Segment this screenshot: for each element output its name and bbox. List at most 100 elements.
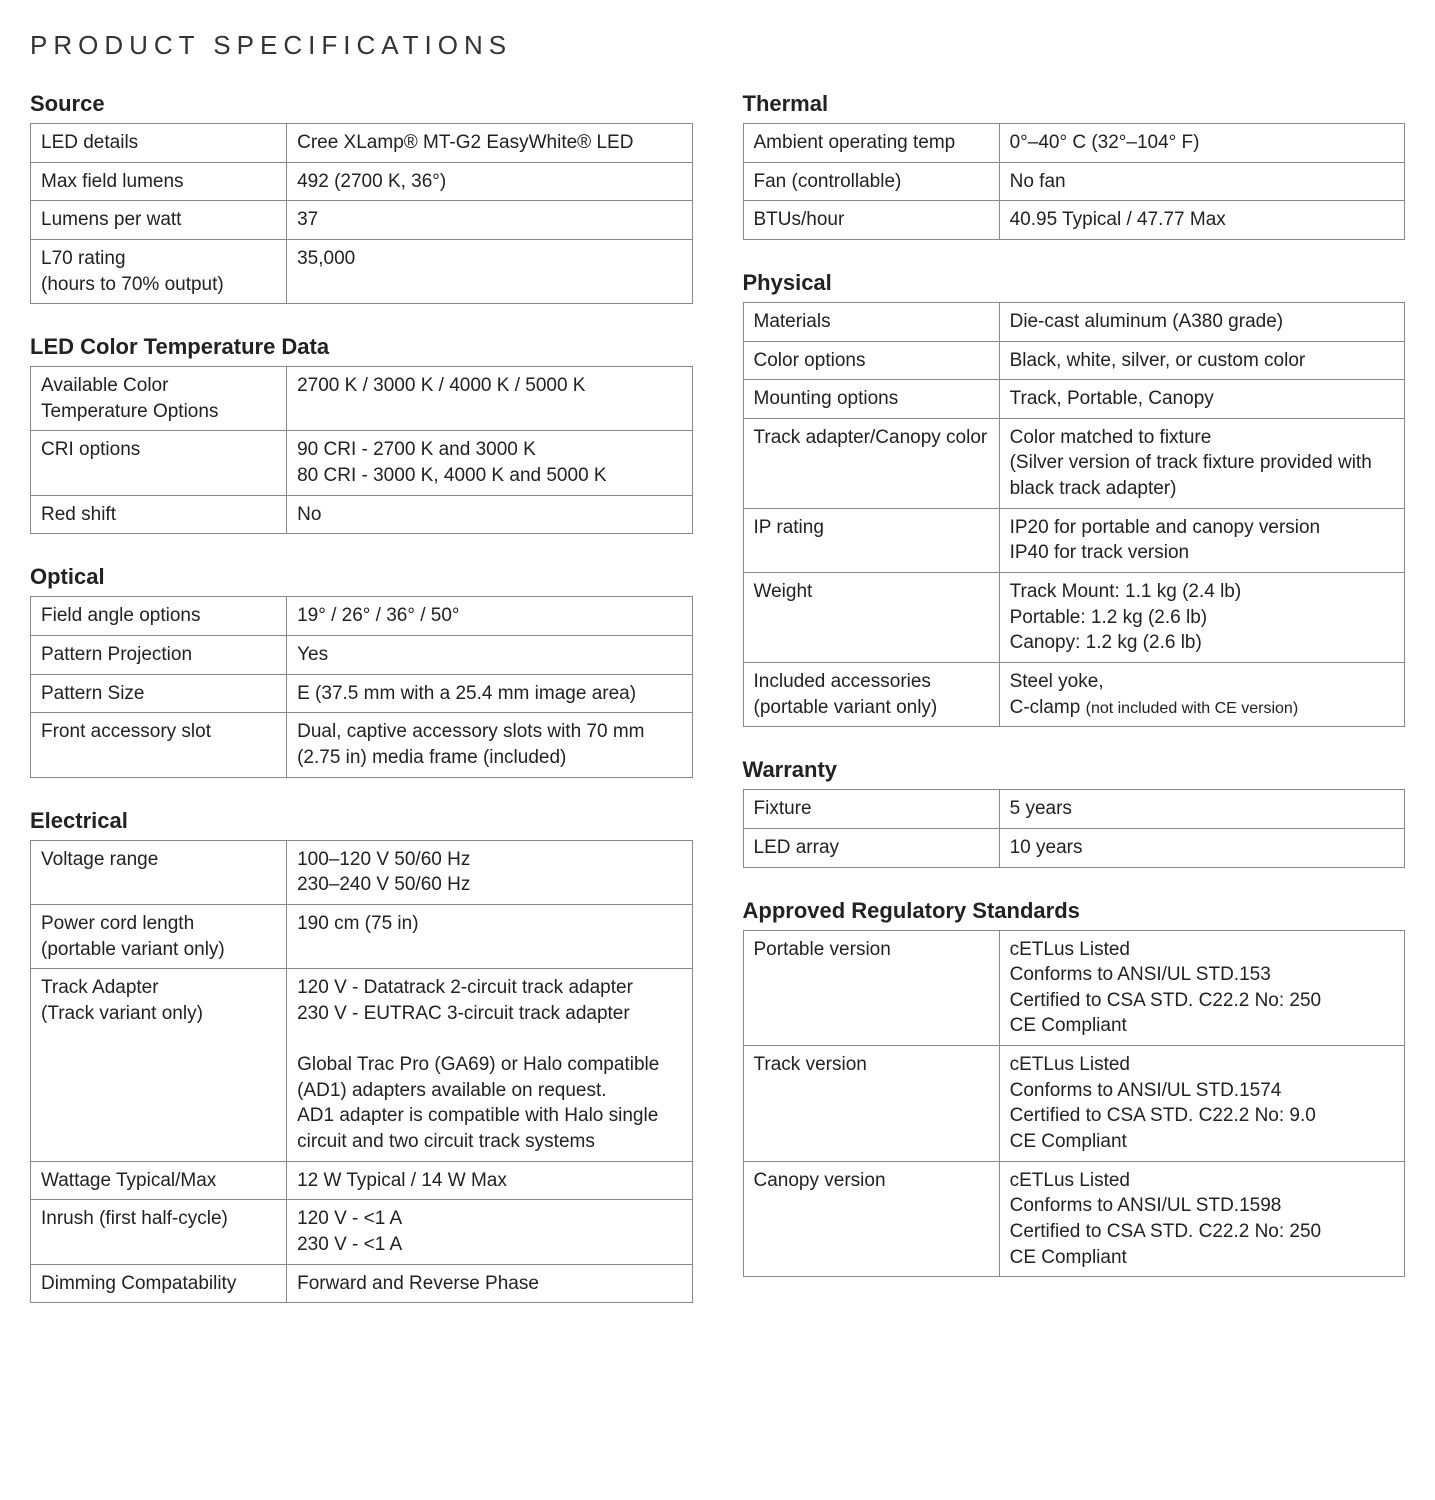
spec-label: Track version xyxy=(743,1046,999,1162)
spec-label: CRI options xyxy=(31,431,287,495)
spec-label: Lumens per watt xyxy=(31,201,287,240)
table-row: Inrush (first half-cycle)120 V - <1 A230… xyxy=(31,1200,693,1264)
spec-label: BTUs/hour xyxy=(743,201,999,240)
left-section-3: ElectricalVoltage range100–120 V 50/60 H… xyxy=(30,808,693,1304)
spec-value: No xyxy=(287,495,692,534)
spec-value: Yes xyxy=(287,636,692,675)
spec-label: Pattern Size xyxy=(31,674,287,713)
spec-value: 190 cm (75 in) xyxy=(287,904,692,968)
spec-value: 19° / 26° / 36° / 50° xyxy=(287,597,692,636)
spec-value: Color matched to fixture(Silver version … xyxy=(999,418,1404,508)
spec-value: Steel yoke,C-clamp (not included with CE… xyxy=(999,662,1404,726)
spec-label: IP rating xyxy=(743,508,999,572)
left-section-0: Source LED detailsCree XLamp® MT-G2 EasyW… xyxy=(30,91,693,304)
spec-label: L70 rating(hours to 70% output) xyxy=(31,239,287,303)
spec-label: Mounting options xyxy=(743,380,999,419)
spec-label: LED details xyxy=(31,124,287,163)
spec-table: Ambient operating temp0°–40° C (32°–104°… xyxy=(743,123,1406,240)
spec-label: Portable version xyxy=(743,930,999,1046)
spec-label: Inrush (first half-cycle) xyxy=(31,1200,287,1264)
table-row: Fixture5 years xyxy=(743,790,1405,829)
spec-label: Fan (controllable) xyxy=(743,162,999,201)
spec-label: Track Adapter(Track variant only) xyxy=(31,969,287,1161)
spec-label: Dimming Compatability xyxy=(31,1264,287,1303)
spec-value: IP20 for portable and canopy versionIP40… xyxy=(999,508,1404,572)
section-heading: Physical xyxy=(743,270,1406,296)
spec-value: 10 years xyxy=(999,828,1404,867)
spec-value: cETLus ListedConforms to ANSI/UL STD.157… xyxy=(999,1046,1404,1162)
spec-value: 12 W Typical / 14 W Max xyxy=(287,1161,692,1200)
table-row: WeightTrack Mount: 1.1 kg (2.4 lb)Portab… xyxy=(743,573,1405,663)
page-title: PRODUCT SPECIFICATIONS xyxy=(30,30,1405,61)
spec-value: 0°–40° C (32°–104° F) xyxy=(999,124,1404,163)
spec-value: E (37.5 mm with a 25.4 mm image area) xyxy=(287,674,692,713)
spec-table: Available ColorTemperature Options2700 K… xyxy=(30,366,693,534)
spec-table: Voltage range100–120 V 50/60 Hz230–240 V… xyxy=(30,840,693,1304)
left-column: Source LED detailsCree XLamp® MT-G2 EasyW… xyxy=(30,91,693,1333)
table-row: Mounting optionsTrack, Portable, Canopy xyxy=(743,380,1405,419)
section-heading: Thermal xyxy=(743,91,1406,117)
right-section-0: Thermal Ambient operating temp0°–40° C (3… xyxy=(743,91,1406,240)
spec-label: Max field lumens xyxy=(31,162,287,201)
left-section-2: OpticalField angle options19° / 26° / 36… xyxy=(30,564,693,777)
spec-value: Forward and Reverse Phase xyxy=(287,1264,692,1303)
spec-value: 120 V - Datatrack 2-circuit track adapte… xyxy=(287,969,692,1161)
spec-label: Front accessory slot xyxy=(31,713,287,777)
spec-label: Weight xyxy=(743,573,999,663)
table-row: Red shiftNo xyxy=(31,495,693,534)
spec-value: Track Mount: 1.1 kg (2.4 lb)Portable: 1.… xyxy=(999,573,1404,663)
table-row: Pattern SizeE (37.5 mm with a 25.4 mm im… xyxy=(31,674,693,713)
spec-label: Wattage Typical/Max xyxy=(31,1161,287,1200)
spec-label: Track adapter/Canopy color xyxy=(743,418,999,508)
table-row: Lumens per watt37 xyxy=(31,201,693,240)
spec-label: Voltage range xyxy=(31,840,287,904)
spec-value: Dual, captive accessory slots with 70 mm… xyxy=(287,713,692,777)
table-row: Power cord length(portable variant only)… xyxy=(31,904,693,968)
spec-label: Color options xyxy=(743,341,999,380)
table-row: Available ColorTemperature Options2700 K… xyxy=(31,367,693,431)
right-section-3: Approved Regulatory Standards Portable ve… xyxy=(743,898,1406,1278)
spec-table: MaterialsDie-cast aluminum (A380 grade)C… xyxy=(743,302,1406,727)
right-section-1: Physical MaterialsDie-cast aluminum (A380… xyxy=(743,270,1406,727)
spec-value: cETLus ListedConforms to ANSI/UL STD.159… xyxy=(999,1161,1404,1277)
spec-value: 35,000 xyxy=(287,239,692,303)
spec-label: Available ColorTemperature Options xyxy=(31,367,287,431)
spec-value: Track, Portable, Canopy xyxy=(999,380,1404,419)
spec-label: LED array xyxy=(743,828,999,867)
table-row: Field angle options19° / 26° / 36° / 50° xyxy=(31,597,693,636)
table-row: Included accessories(portable variant on… xyxy=(743,662,1405,726)
section-heading: LED Color Temperature Data xyxy=(30,334,693,360)
spec-value: cETLus ListedConforms to ANSI/UL STD.153… xyxy=(999,930,1404,1046)
table-row: Max field lumens492 (2700 K, 36°) xyxy=(31,162,693,201)
table-row: Ambient operating temp0°–40° C (32°–104°… xyxy=(743,124,1405,163)
spec-label: Fixture xyxy=(743,790,999,829)
section-heading: Warranty xyxy=(743,757,1406,783)
table-row: LED detailsCree XLamp® MT-G2 EasyWhite® … xyxy=(31,124,693,163)
spec-table: Fixture5 yearsLED array10 years xyxy=(743,789,1406,867)
table-row: Pattern ProjectionYes xyxy=(31,636,693,675)
spec-value: 2700 K / 3000 K / 4000 K / 5000 K xyxy=(287,367,692,431)
spec-label: Ambient operating temp xyxy=(743,124,999,163)
right-column: Thermal Ambient operating temp0°–40° C (3… xyxy=(743,91,1406,1333)
table-row: Color optionsBlack, white, silver, or cu… xyxy=(743,341,1405,380)
section-heading: Source xyxy=(30,91,693,117)
table-row: Wattage Typical/Max12 W Typical / 14 W M… xyxy=(31,1161,693,1200)
spec-label: Included accessories(portable variant on… xyxy=(743,662,999,726)
table-row: LED array10 years xyxy=(743,828,1405,867)
spec-value: 492 (2700 K, 36°) xyxy=(287,162,692,201)
table-row: Canopy versioncETLus ListedConforms to A… xyxy=(743,1161,1405,1277)
spec-value: 40.95 Typical / 47.77 Max xyxy=(999,201,1404,240)
spec-label: Materials xyxy=(743,302,999,341)
table-row: MaterialsDie-cast aluminum (A380 grade) xyxy=(743,302,1405,341)
spec-value: 90 CRI - 2700 K and 3000 K80 CRI - 3000 … xyxy=(287,431,692,495)
table-row: Dimming CompatabilityForward and Reverse… xyxy=(31,1264,693,1303)
spec-value: No fan xyxy=(999,162,1404,201)
spec-table: LED detailsCree XLamp® MT-G2 EasyWhite® … xyxy=(30,123,693,304)
table-row: Front accessory slotDual, captive access… xyxy=(31,713,693,777)
table-row: IP ratingIP20 for portable and canopy ve… xyxy=(743,508,1405,572)
table-row: Track versioncETLus ListedConforms to AN… xyxy=(743,1046,1405,1162)
columns-container: Source LED detailsCree XLamp® MT-G2 EasyW… xyxy=(30,91,1405,1333)
section-heading: Approved Regulatory Standards xyxy=(743,898,1406,924)
spec-label: Field angle options xyxy=(31,597,287,636)
spec-table: Portable versioncETLus ListedConforms to… xyxy=(743,930,1406,1278)
